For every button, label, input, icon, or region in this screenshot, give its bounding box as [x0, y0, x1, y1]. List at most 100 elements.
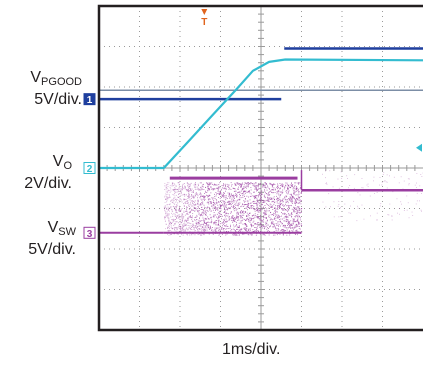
channel-marker-pgood: 1 [84, 94, 95, 107]
vsw-speckle [358, 208, 359, 209]
vsw-speckle [406, 196, 407, 197]
channel-name: VPGOOD [30, 69, 82, 86]
vsw-speckle [397, 213, 398, 214]
vsw-speckle [340, 207, 341, 208]
vsw-speckle [412, 215, 413, 216]
vsw-speckle [374, 193, 375, 194]
vsw-speckle [403, 189, 404, 190]
vsw-speckle [338, 179, 339, 180]
vsw-speckle [407, 210, 408, 211]
trigger-marker: T [201, 9, 207, 28]
vsw-speckle [387, 182, 388, 183]
vsw-speckle [322, 174, 323, 175]
vsw-speckle [412, 212, 413, 213]
vsw-speckle [419, 185, 420, 186]
vsw-speckle [409, 217, 410, 218]
vsw-speckle [380, 203, 381, 204]
vsw-speckle [419, 200, 420, 201]
trigger-level-arrow [416, 144, 422, 152]
vsw-speckle [389, 204, 390, 205]
vsw-speckle [381, 185, 382, 186]
vsw-speckle [381, 190, 382, 191]
vsw-speckle [389, 175, 390, 176]
vsw-speckle [392, 191, 393, 192]
vsw-speckle [397, 198, 398, 199]
channel-name: VSW [48, 219, 76, 236]
vsw-speckle [370, 215, 371, 216]
vsw-speckle [330, 206, 331, 207]
vsw-speckle [399, 182, 400, 183]
vsw-speckle [325, 177, 326, 178]
svg-text:T: T [201, 17, 207, 28]
vsw-speckle [341, 171, 342, 172]
vsw-speckle [341, 178, 342, 179]
vsw-speckle [349, 212, 350, 213]
vsw-speckle [380, 177, 381, 178]
vsw-speckle [348, 187, 349, 188]
vsw-speckle [361, 187, 362, 188]
channel-scale: 5V/div. [34, 91, 82, 108]
vsw-speckle [326, 182, 327, 183]
vsw-speckle [387, 188, 388, 189]
vsw-speckle [362, 178, 363, 179]
vsw-speckle [417, 200, 418, 201]
vsw-speckle [339, 188, 340, 189]
vsw-speckle [370, 196, 371, 197]
vsw-speckle [385, 180, 386, 181]
vsw-speckle [382, 182, 383, 183]
vsw-speckle [421, 211, 422, 212]
vsw-speckle [364, 219, 365, 220]
vsw-speckle [387, 214, 388, 215]
vsw-speckle [386, 181, 387, 182]
vsw-speckle [420, 174, 421, 175]
vsw-speckle [387, 174, 388, 175]
vsw-speckle [383, 172, 384, 173]
vsw-speckle [417, 190, 418, 191]
svg-text:2: 2 [87, 164, 93, 175]
channel-marker-vo: 2 [84, 163, 95, 176]
vsw-speckle [334, 201, 335, 202]
vsw-speckle [358, 190, 359, 191]
channel-label-pgood: VPGOOD 5V/div. [2, 69, 82, 108]
vsw-speckle [349, 185, 350, 186]
vsw-speckle [368, 184, 369, 185]
vsw-speckle [338, 201, 339, 202]
vsw-speckle [408, 178, 409, 179]
vsw-speckle [399, 214, 400, 215]
vsw-speckle [394, 177, 395, 178]
vsw-speckle [367, 185, 368, 186]
vsw-speckle [392, 220, 393, 221]
vsw-speckle [350, 206, 351, 207]
vsw-speckle [377, 192, 378, 193]
channel-scale: 5V/div. [28, 241, 76, 258]
vsw-speckle [399, 208, 400, 209]
vsw-speckle [328, 193, 329, 194]
vsw-speckle [416, 183, 417, 184]
vsw-speckle [368, 186, 369, 187]
vsw-speckle [379, 185, 380, 186]
vsw-speckle [338, 204, 339, 205]
vsw-speckle [340, 216, 341, 217]
vsw-speckle [416, 173, 417, 174]
vsw-speckle [333, 186, 334, 187]
vsw-speckle [415, 185, 416, 186]
vsw-speckle [354, 174, 355, 175]
x-axis-label: 1ms/div. [222, 341, 280, 359]
vsw-speckle [391, 215, 392, 216]
vsw-speckle [409, 179, 410, 180]
vsw-speckle [383, 174, 384, 175]
vsw-speckle [401, 204, 402, 205]
vsw-speckle [374, 177, 375, 178]
channel-scale: 2V/div. [24, 175, 72, 192]
channel-label-vsw: VSW 5V/div. [2, 219, 76, 258]
vsw-speckle [360, 195, 361, 196]
vsw-speckle [344, 204, 345, 205]
vsw-speckle [417, 193, 418, 194]
vsw-speckle [380, 206, 381, 207]
vsw-speckle [350, 213, 351, 214]
vsw-speckle [357, 206, 358, 207]
vsw-speckle [356, 220, 357, 221]
vsw-speckle [362, 205, 363, 206]
channel-name: VO [53, 153, 72, 170]
